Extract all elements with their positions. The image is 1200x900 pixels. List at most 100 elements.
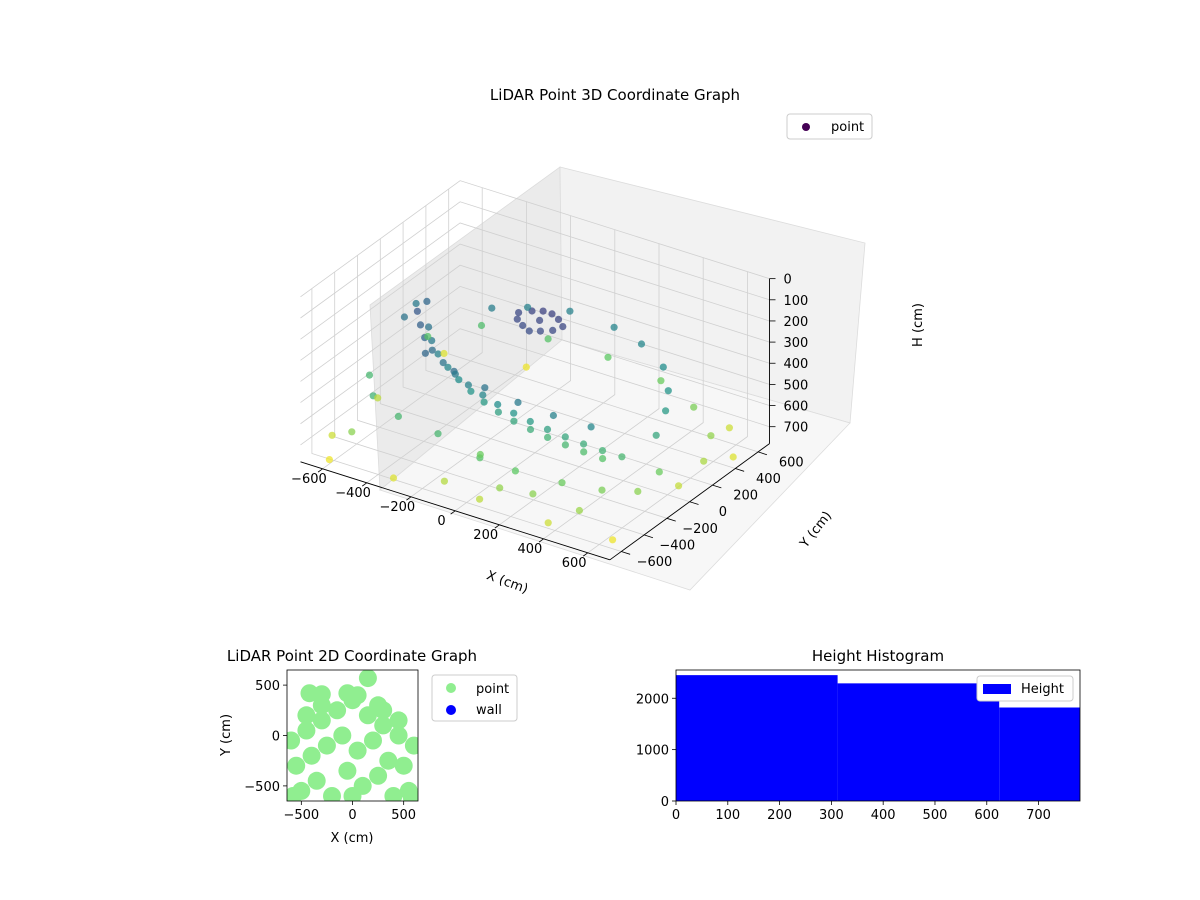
x-tick-mark	[450, 510, 456, 515]
point-3d	[599, 455, 607, 463]
x-gridline	[454, 229, 616, 512]
point-3d	[655, 468, 663, 476]
point-3d	[544, 519, 552, 527]
point-3d	[389, 474, 398, 482]
point-3d	[496, 484, 504, 492]
chart-2d-legend: point wall	[431, 674, 518, 722]
point-2d	[358, 670, 377, 688]
x-tick-label: 100	[715, 808, 740, 823]
y-tick-label: 0	[272, 730, 280, 745]
point-cloud	[287, 670, 418, 801]
chart-3d: LiDAR Point 3D Coordinate Graph −600 −400…	[291, 86, 926, 597]
y-tick-mark	[643, 534, 654, 539]
point-2d	[389, 726, 408, 745]
y-tick-label: −500	[244, 780, 280, 795]
y-gridline	[379, 238, 690, 503]
point-3d	[365, 371, 374, 379]
point-3d	[544, 335, 552, 343]
point-3d	[544, 433, 552, 441]
x-gridline	[587, 271, 748, 554]
legend-label-wall: wall	[476, 703, 502, 718]
point-3d	[464, 381, 472, 389]
point-3d	[580, 440, 588, 448]
legend-marker-point	[446, 683, 456, 693]
histogram-legend: Height	[976, 675, 1074, 702]
point-3d	[598, 486, 606, 494]
z-gridline	[300, 328, 770, 446]
point-3d	[348, 428, 356, 436]
x-tick-label: −200	[379, 500, 415, 515]
legend-label-height: Height	[1021, 682, 1064, 697]
point-2d	[317, 736, 336, 755]
x-tick-mark	[538, 538, 544, 543]
point-2d	[312, 685, 331, 704]
point-3d	[440, 349, 448, 358]
point-3d	[511, 467, 519, 475]
z-tick-label: 200	[784, 315, 809, 330]
point-2d	[307, 771, 326, 790]
x-tick-label: 400	[871, 808, 896, 823]
point-3d	[529, 490, 537, 498]
point-3d	[549, 411, 558, 420]
point-3d	[519, 321, 527, 330]
x-gridline	[499, 243, 660, 526]
point-3d	[434, 350, 442, 358]
x-tick-label: 700	[1026, 808, 1051, 823]
point-3d	[690, 403, 698, 411]
point-3d	[609, 536, 617, 544]
point-3d	[524, 303, 532, 311]
y-tick-label: 200	[733, 489, 758, 504]
y-tick-label: −600	[637, 555, 673, 570]
point-3d	[510, 417, 518, 425]
point-2d	[343, 787, 362, 801]
point-2d	[302, 746, 321, 765]
z-tick-label: 400	[784, 357, 809, 372]
point-3d	[637, 340, 646, 348]
point-3d	[618, 453, 626, 461]
y-tick-label: 600	[779, 455, 804, 470]
y-gridline	[311, 288, 622, 552]
z-gridline	[300, 243, 770, 361]
point-3d	[610, 323, 618, 331]
histogram-ticks: 0 100 200 300 400 500 600 700 0 1000 2000	[636, 692, 1051, 823]
chart-3d-points	[325, 297, 737, 544]
z-tick-label: 700	[784, 421, 809, 436]
z-tick-label: 100	[784, 294, 809, 309]
point-3d	[434, 430, 442, 438]
x-tick-mark	[317, 468, 323, 473]
point-3d	[451, 370, 459, 378]
y-tick-label: −200	[682, 522, 718, 537]
y-tick-mark	[666, 517, 676, 522]
legend-frame	[976, 675, 1074, 702]
point-3d	[558, 479, 566, 487]
point-3d	[575, 506, 584, 515]
y-tick-label: 500	[255, 679, 280, 694]
point-3d	[476, 450, 484, 459]
point-3d	[477, 321, 486, 330]
legend-label-point: point	[476, 682, 509, 697]
point-3d	[604, 353, 612, 361]
point-3d	[561, 433, 569, 441]
point-3d	[325, 456, 333, 464]
histogram-bar	[999, 707, 1080, 801]
y-tick-label: 0	[661, 795, 669, 810]
point-3d	[536, 327, 545, 335]
chart-histogram: Height Histogram 0 100 200 300 400 500 600 7000…	[636, 647, 1081, 823]
y-tick-mark	[712, 484, 722, 489]
point-3d	[700, 457, 708, 465]
x-tick-label: −400	[335, 486, 371, 501]
x-gridline	[543, 257, 704, 540]
point-3d	[515, 309, 523, 317]
point-2d	[369, 766, 388, 785]
point-3d	[479, 391, 487, 399]
z-tick-label: 300	[784, 336, 809, 351]
point-2d	[297, 706, 316, 725]
x-gridline	[322, 187, 483, 470]
x-tick-mark	[362, 482, 368, 487]
point-2d	[312, 711, 331, 730]
point-3d	[423, 297, 431, 305]
point-3d	[536, 316, 544, 324]
point-3d	[522, 363, 530, 371]
y-gridline	[402, 222, 713, 486]
point-2d	[369, 696, 388, 715]
